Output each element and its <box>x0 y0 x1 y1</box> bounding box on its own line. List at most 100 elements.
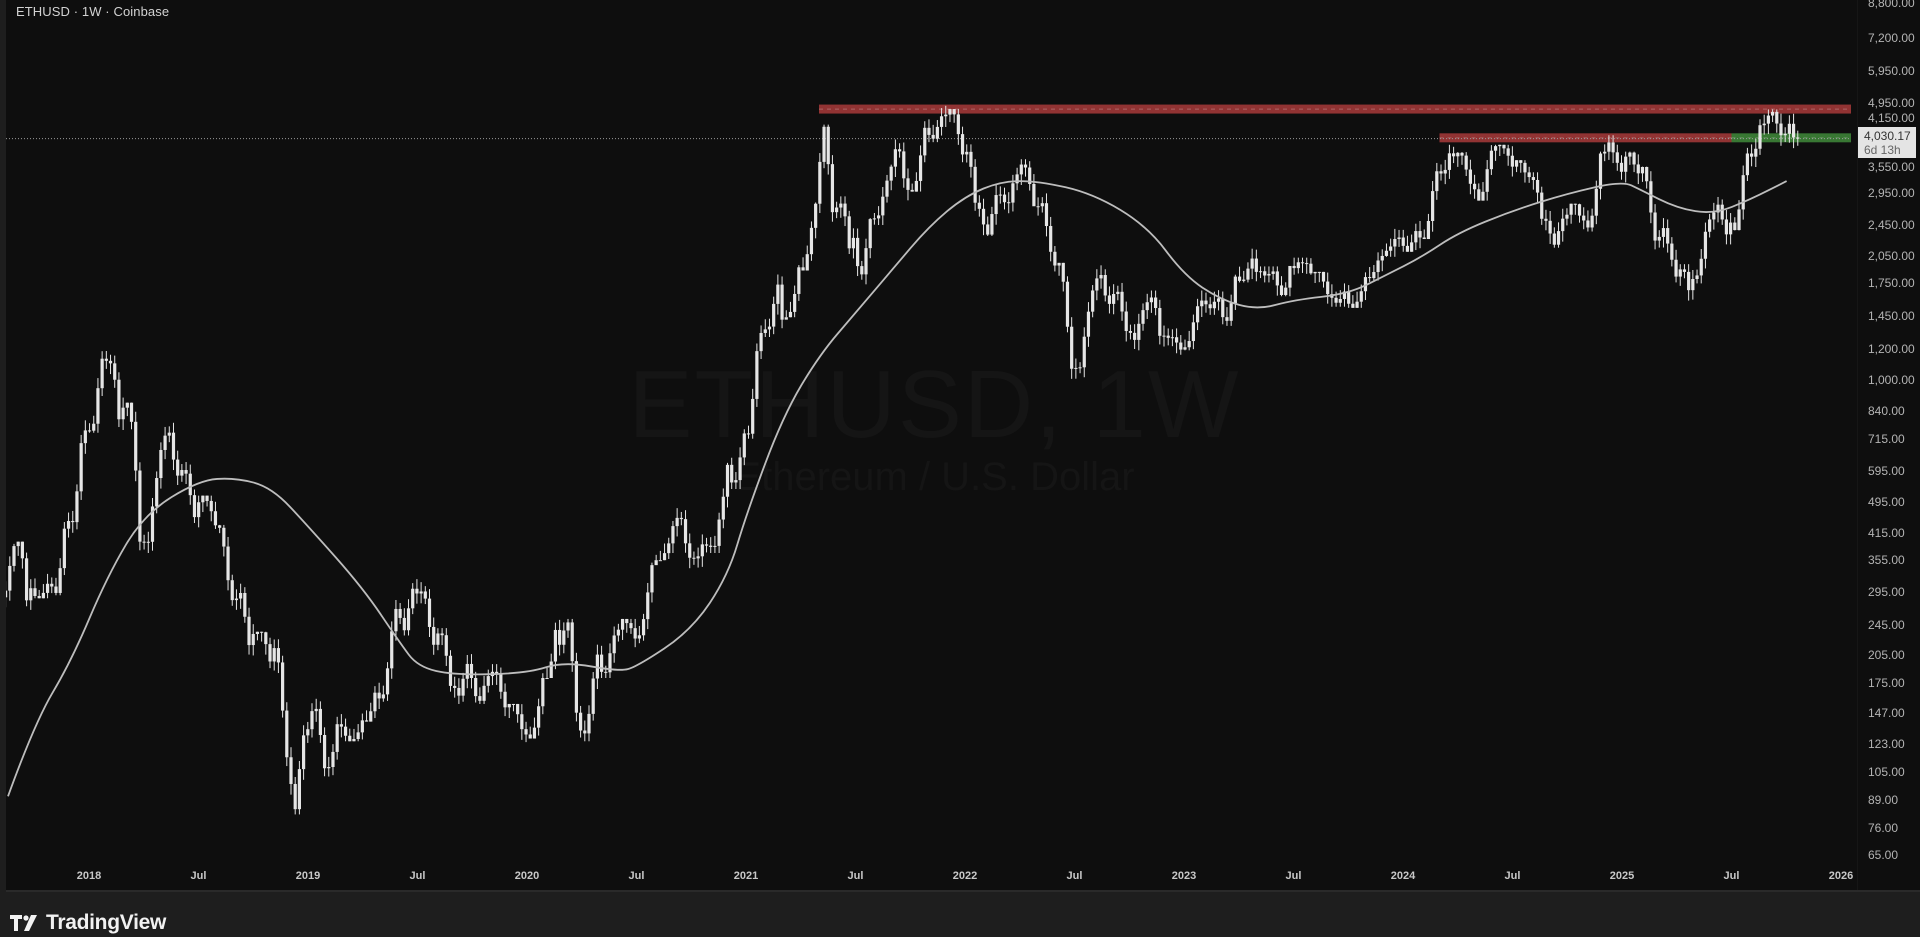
candle-body <box>1376 260 1380 273</box>
candle-body <box>1783 133 1787 136</box>
candle-body <box>1288 265 1292 288</box>
price-axis-separator <box>1857 0 1858 890</box>
price-tick-label: 1,000.00 <box>1868 373 1915 388</box>
candle-body <box>1044 203 1049 227</box>
candle-body <box>1300 262 1305 264</box>
price-tick-label: 840.00 <box>1868 403 1905 418</box>
candle-body <box>1028 167 1032 184</box>
candle-body <box>1527 172 1531 178</box>
candle-body <box>1200 300 1204 307</box>
candle-body <box>511 703 516 705</box>
time-tick-label: Jul <box>1504 870 1521 882</box>
candle-body <box>465 663 469 679</box>
candle-body <box>117 379 121 420</box>
candle-body <box>1271 271 1275 274</box>
resistance-level-band[interactable] <box>1439 133 1732 143</box>
candle-body <box>1091 290 1095 312</box>
candle-body <box>16 541 20 547</box>
candle-body <box>495 671 499 675</box>
chart-panel[interactable]: ETHUSD, 1W Ethereum / U.S. Dollar ETHUSD… <box>6 0 1920 892</box>
time-tick-label: 2022 <box>952 870 978 882</box>
candle-body <box>322 734 327 769</box>
resistance-level-band[interactable] <box>819 104 1851 114</box>
price-chart[interactable] <box>6 0 1857 890</box>
candle-body <box>360 720 364 733</box>
candle-body <box>965 151 969 155</box>
candle-body <box>1174 337 1179 343</box>
candle-body <box>868 219 872 249</box>
price-tick-label: 595.00 <box>1868 463 1905 478</box>
candle-body <box>1007 202 1011 204</box>
candle-body <box>885 180 889 197</box>
candle-body <box>243 592 247 617</box>
candle-body <box>734 480 738 483</box>
candle-body <box>1359 291 1363 302</box>
candle-body <box>331 751 335 768</box>
price-tick-label: 1,450.00 <box>1868 309 1915 324</box>
candle-body <box>902 151 906 179</box>
candle-body <box>1628 152 1632 157</box>
candle-body <box>793 293 797 312</box>
candle-body <box>1431 191 1435 222</box>
candle-body <box>532 727 537 739</box>
price-tick-label: 2,050.00 <box>1868 248 1915 263</box>
time-tick-label: Jul <box>1723 870 1740 882</box>
candle-body <box>662 553 667 561</box>
candle-body <box>1195 306 1200 323</box>
candle-body <box>696 556 700 559</box>
candle-body <box>171 432 176 460</box>
candle-body <box>944 114 948 117</box>
price-tick-label: 105.00 <box>1868 764 1905 779</box>
tradingview-logo[interactable]: TradingView <box>10 911 166 935</box>
candle-body <box>1775 111 1779 124</box>
candle-body <box>272 648 276 662</box>
candle-body <box>897 149 902 152</box>
moving-average-line <box>7 180 1788 797</box>
candle-body <box>797 267 801 294</box>
candle-body <box>1443 169 1447 174</box>
candle-body <box>1225 317 1229 321</box>
candle-body <box>637 635 641 639</box>
candle-body <box>1019 164 1023 175</box>
candle-body <box>1477 189 1481 201</box>
candle-body <box>918 155 923 181</box>
candle-body <box>71 520 75 523</box>
candle-body <box>423 591 427 599</box>
candle-body <box>1397 237 1401 240</box>
candle-body <box>1594 188 1598 216</box>
candle-body <box>1502 144 1506 149</box>
bar-countdown: 6d 13h <box>1864 143 1901 157</box>
candle-body <box>83 430 87 444</box>
candle-body <box>1674 259 1678 277</box>
watermark-symbol: ETHUSD, 1W <box>628 351 1241 458</box>
candle-body <box>1095 278 1099 291</box>
candle-body <box>1414 231 1418 243</box>
support-level-band[interactable] <box>1731 133 1852 143</box>
candle-body <box>553 629 558 662</box>
candle-body <box>1296 262 1300 269</box>
candle-body <box>856 237 860 267</box>
candle-body <box>667 543 671 554</box>
candle-body <box>1233 276 1237 304</box>
candle-body <box>1128 331 1133 333</box>
last-price-value: 4,030.17 <box>1864 129 1911 143</box>
candle-body <box>432 626 436 645</box>
candle-body <box>1582 215 1586 221</box>
candle-body <box>377 692 381 699</box>
candle-body <box>1649 181 1653 213</box>
candle-body <box>285 710 289 758</box>
candle-body <box>108 360 113 364</box>
candle-body <box>339 724 343 727</box>
candle-body <box>1565 214 1569 219</box>
candle-body <box>805 254 809 271</box>
symbol-legend[interactable]: ETHUSD · 1W · Coinbase <box>16 4 170 19</box>
candle-body <box>1703 231 1708 259</box>
candle-body <box>1279 285 1284 295</box>
candle-body <box>364 720 369 722</box>
candle-body <box>155 478 159 507</box>
candle-body <box>230 580 234 601</box>
candle-body <box>436 633 440 645</box>
candle-body <box>1040 203 1044 207</box>
candle-body <box>453 685 457 688</box>
candle-body <box>1133 332 1137 340</box>
